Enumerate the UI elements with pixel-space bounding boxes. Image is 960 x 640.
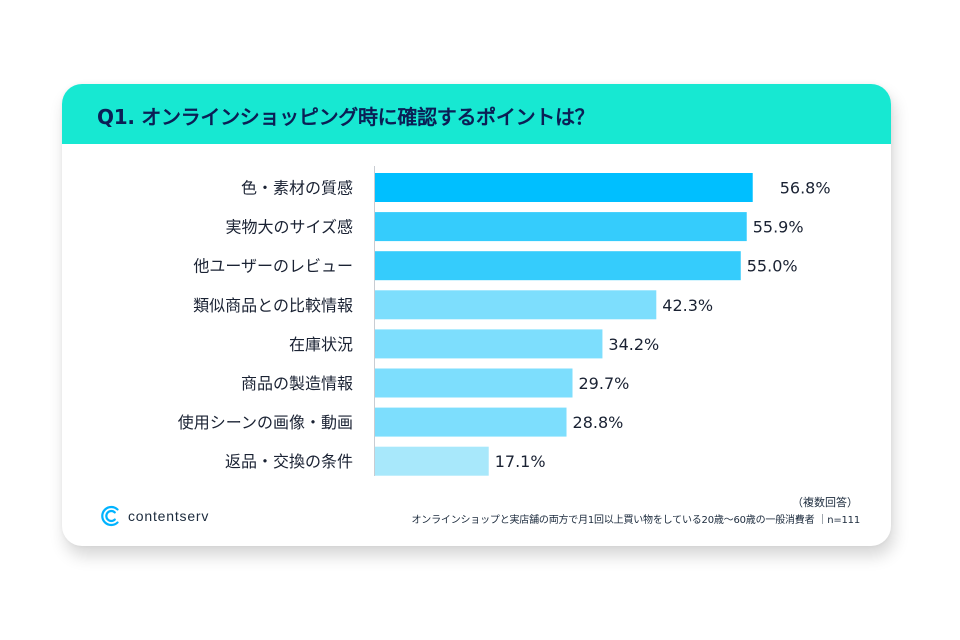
bar: [375, 407, 567, 437]
value-label: 56.8%: [780, 179, 831, 198]
bar: [375, 329, 603, 359]
value-label: 17.1%: [495, 452, 546, 471]
bar: [375, 290, 657, 320]
chart-header: Q1. オンラインショッピング時に確認するポイントは？: [62, 84, 891, 144]
brand-logo: contentserv: [100, 505, 209, 527]
bar: [375, 368, 573, 398]
multi-answer-note: （複数回答）: [792, 496, 858, 509]
category-label: 使用シーンの画像・動画: [178, 413, 353, 432]
chart-title: Q1. オンラインショッピング時に確認するポイントは？: [97, 105, 595, 129]
category-label: 在庫状況: [289, 335, 353, 354]
category-label: 色・素材の質感: [241, 179, 353, 198]
value-label: 28.8%: [573, 413, 624, 432]
bar: [375, 212, 747, 242]
category-label: 返品・交換の条件: [225, 452, 353, 471]
value-label: 34.2%: [608, 335, 659, 354]
value-label: 42.3%: [662, 296, 713, 315]
bar: [375, 173, 753, 202]
category-label: 類似商品との比較情報: [193, 296, 353, 315]
category-label: 商品の製造情報: [241, 374, 353, 393]
value-label: 55.0%: [747, 257, 798, 276]
bar: [375, 446, 489, 476]
sample-note: オンラインショップと実店舗の両方で月1回以上買い物をしている20歳～60歳の一般…: [411, 515, 861, 526]
category-label: 他ユーザーのレビュー: [193, 257, 353, 276]
bar: [375, 251, 741, 281]
value-label: 55.9%: [753, 218, 804, 237]
contentserv-logo-icon: [101, 505, 119, 527]
brand-name: contentserv: [128, 508, 210, 524]
value-label: 29.7%: [579, 374, 630, 393]
category-label: 実物大のサイズ感: [225, 218, 353, 237]
